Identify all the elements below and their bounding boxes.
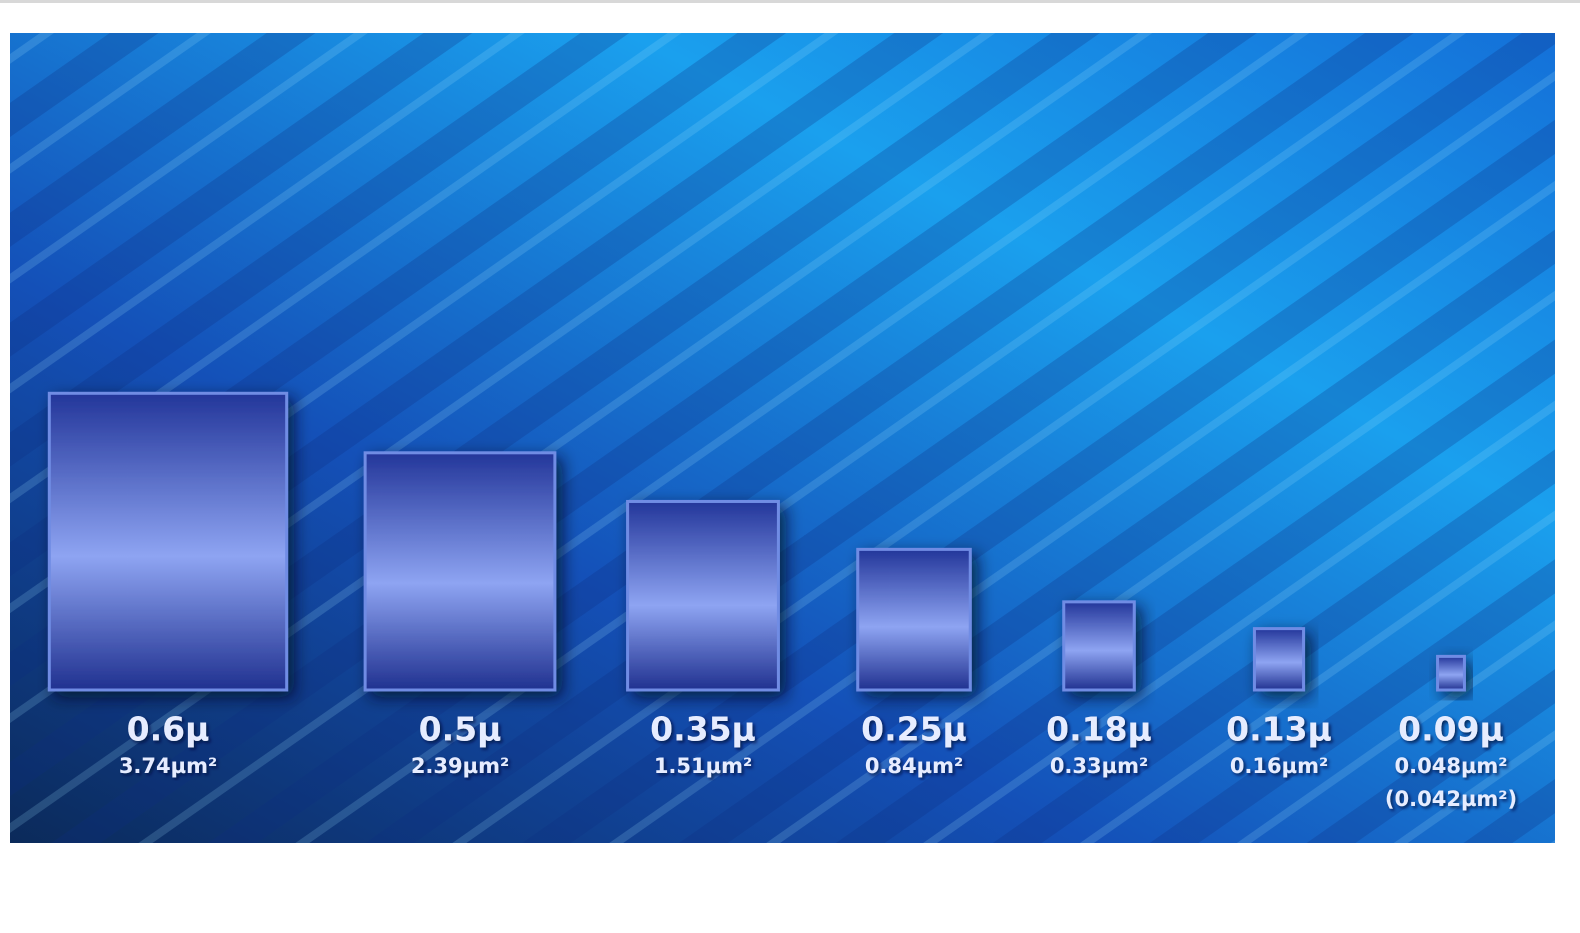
cell-box [856, 547, 972, 692]
cell-box [363, 451, 557, 692]
cell-box [626, 499, 780, 692]
area-label: 0.33µm² [1050, 754, 1148, 778]
node-label: 0.5µ [419, 710, 502, 749]
area-label: 0.16µm² [1230, 754, 1328, 778]
area-label: 0.84µm² [865, 754, 963, 778]
cell-box [47, 391, 289, 692]
cell-box [1436, 654, 1466, 692]
area-label: 1.51µm² [654, 754, 752, 778]
node-label: 0.25µ [861, 710, 967, 749]
area-label: 3.74µm² [119, 754, 217, 778]
node-label: 0.6µ [127, 710, 210, 749]
node-label: 0.13µ [1226, 710, 1332, 749]
node-label: 0.09µ [1398, 710, 1504, 749]
area-label: 2.39µm² [411, 754, 509, 778]
node-label: 0.18µ [1046, 710, 1152, 749]
annotation: (0.042µm²) [1385, 787, 1517, 811]
cell-box [1062, 600, 1136, 692]
top-rule [0, 0, 1580, 3]
area-label: 0.048µm² [1395, 754, 1508, 778]
cell-box [1252, 627, 1306, 692]
node-label: 0.35µ [650, 710, 756, 749]
